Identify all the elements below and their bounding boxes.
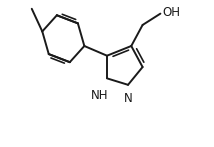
Text: NH: NH — [91, 89, 108, 102]
Text: OH: OH — [163, 6, 181, 19]
Text: N: N — [124, 92, 132, 105]
